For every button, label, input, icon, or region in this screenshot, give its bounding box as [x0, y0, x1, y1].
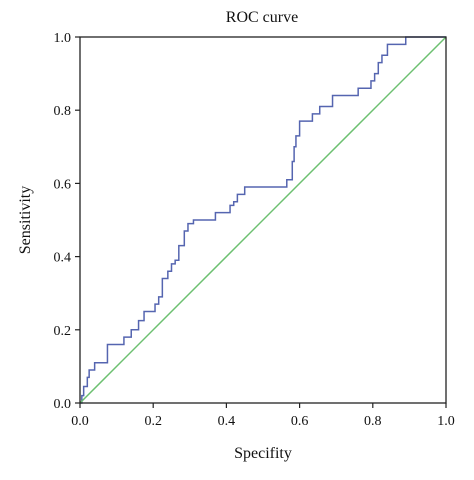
plot-frame [79, 36, 447, 404]
x-axis-label: Specifity [234, 445, 292, 462]
x-tick-label: 1.0 [437, 414, 455, 429]
x-tick-label: 0.6 [291, 414, 309, 429]
y-tick-label: 0.8 [54, 104, 72, 119]
x-tick-label: 0.2 [144, 414, 162, 429]
y-tick-label: 0.6 [54, 177, 72, 192]
x-axis-ticks: 0.0 0.2 0.4 0.6 0.8 1.0 [71, 403, 455, 429]
series-layer [79, 36, 447, 404]
y-axis-ticks: 0.0 0.2 0.4 0.6 0.8 1.0 [54, 31, 80, 412]
roc-curve-line [80, 36, 446, 404]
x-tick-label: 0.4 [218, 414, 236, 429]
y-tick-label: 0.4 [54, 251, 72, 266]
y-axis-label: Sensitivity [17, 186, 34, 254]
x-tick-label: 0.8 [364, 414, 382, 429]
reference-diagonal-line [79, 36, 447, 404]
y-tick-label: 1.0 [54, 31, 72, 46]
x-tick-label: 0.0 [71, 414, 89, 429]
y-tick-label: 0.0 [54, 397, 72, 412]
chart-title: ROC curve [226, 9, 298, 26]
y-tick-label: 0.2 [54, 324, 72, 339]
